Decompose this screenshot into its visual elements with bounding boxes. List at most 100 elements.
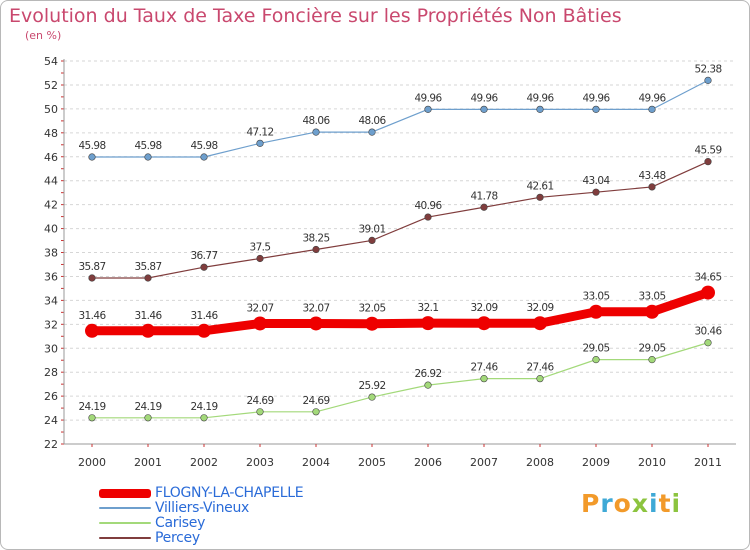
data-point [88, 274, 96, 282]
data-point [312, 128, 320, 136]
data-point [701, 285, 715, 300]
legend-swatch [99, 507, 151, 509]
data-label: 32.09 [526, 302, 553, 314]
y-tick-label: 30 [44, 342, 58, 355]
y-tick-label: 36 [44, 270, 58, 283]
y-tick-label: 32 [44, 318, 58, 331]
data-label: 35.87 [78, 261, 105, 273]
data-label: 24.69 [302, 395, 329, 407]
data-label: 25.92 [358, 380, 385, 392]
y-tick-label: 44 [44, 175, 58, 188]
axis-layer: 22 24 26 28 30 32 34 36 38 40 42 44 46 48 50 52 54 2000 20… [44, 55, 736, 469]
y-tick-label: 26 [44, 390, 58, 403]
y-tick-label: 48 [44, 127, 58, 140]
data-label: 31.46 [78, 310, 106, 322]
x-tick-label: 2005 [358, 456, 386, 469]
data-label: 32.05 [358, 303, 385, 315]
data-label: 43.04 [582, 175, 610, 187]
x-tick-label: 2010 [638, 456, 666, 469]
data-label: 45.98 [78, 140, 105, 152]
x-tick-label: 2003 [246, 456, 274, 469]
data-label: 39.01 [358, 223, 385, 235]
series-line [91, 161, 709, 279]
y-tick-label: 34 [44, 294, 58, 307]
data-label: 49.96 [638, 92, 666, 104]
data-point [424, 105, 432, 113]
grid-layer [64, 60, 736, 445]
data-point [592, 356, 600, 364]
series-line [91, 342, 709, 419]
data-label: 49.96 [526, 92, 554, 104]
data-point [312, 408, 320, 416]
data-label: 24.19 [78, 401, 105, 413]
x-tick-label: 2007 [470, 456, 498, 469]
data-point [368, 393, 376, 401]
legend-label: Carisey [155, 515, 206, 531]
data-label: 47.12 [246, 126, 273, 138]
y-tick-label: 50 [44, 103, 58, 116]
data-point [533, 316, 547, 331]
legend-swatch [99, 489, 151, 498]
data-label: 36.77 [190, 250, 217, 262]
data-point [704, 76, 712, 84]
series-percey [88, 158, 712, 282]
data-label: 33.05 [638, 291, 665, 303]
data-point [256, 408, 264, 416]
legend-label: FLOGNY-LA-CHAPELLE [155, 485, 304, 501]
y-tick-label: 40 [44, 223, 58, 236]
data-point [253, 316, 267, 331]
data-point [704, 339, 712, 347]
y-tick-label: 24 [44, 414, 58, 427]
series-line [91, 79, 709, 158]
data-label: 45.98 [190, 140, 217, 152]
data-label: 30.46 [694, 326, 722, 338]
data-point [480, 375, 488, 383]
y-tick-label: 46 [44, 151, 58, 164]
data-label: 35.87 [134, 261, 161, 273]
data-point [477, 316, 491, 331]
data-point [648, 356, 656, 364]
data-point [589, 304, 603, 319]
data-label: 49.96 [470, 92, 498, 104]
data-point [648, 183, 656, 191]
data-point [200, 263, 208, 271]
data-label: 24.69 [246, 395, 273, 407]
legend-label: Villiers-Vineux [155, 500, 250, 516]
data-label: 32.09 [470, 302, 497, 314]
data-point [645, 304, 659, 319]
data-label: 41.78 [470, 190, 497, 202]
data-label: 48.06 [302, 115, 330, 127]
legend-swatch [99, 522, 151, 524]
logo-letter: r [600, 489, 614, 518]
data-label: 29.05 [582, 343, 609, 355]
x-tick-label: 2004 [302, 456, 330, 469]
data-label: 29.05 [638, 343, 665, 355]
data-point [368, 236, 376, 245]
data-point [144, 414, 152, 422]
data-label: 27.46 [526, 362, 554, 374]
data-label: 42.61 [526, 180, 553, 192]
series-villiers-vineux [88, 76, 712, 161]
data-point [421, 316, 435, 331]
x-tick-label: 2001 [134, 456, 162, 469]
data-label: 52.38 [694, 63, 721, 75]
data-point [256, 254, 264, 263]
data-point [144, 274, 152, 282]
y-tick-label: 22 [44, 438, 58, 451]
data-label-layer: 45.98 45.98 45.98 47.12 48.06 48.06 49.96 49.96… [78, 63, 723, 413]
series-flogny-la-chapelle [85, 285, 715, 338]
data-label: 27.46 [470, 362, 498, 374]
data-point [536, 105, 544, 113]
data-point [85, 323, 99, 338]
data-label: 24.19 [134, 401, 161, 413]
data-point [256, 139, 264, 147]
data-point [536, 193, 544, 201]
data-label: 49.96 [414, 92, 442, 104]
logo-letter: i [671, 489, 682, 518]
data-label: 26.92 [414, 368, 441, 380]
y-axis-unit: (en %) [25, 29, 62, 42]
data-label: 48.06 [358, 115, 386, 127]
data-label: 32.07 [246, 302, 273, 314]
data-point [200, 414, 208, 422]
